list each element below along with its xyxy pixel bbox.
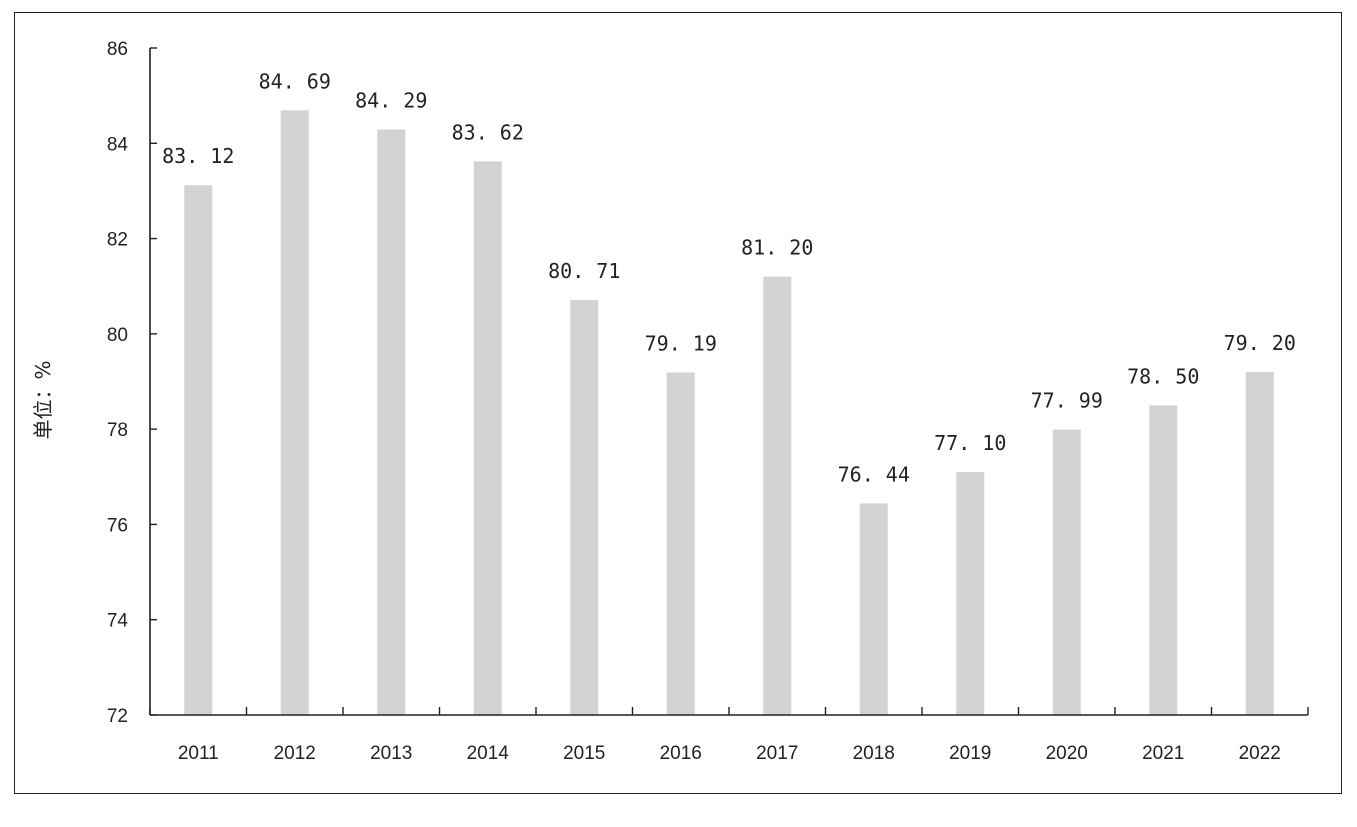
y-tick-label-76: 76	[107, 515, 128, 536]
x-tick-label-2013: 2013	[370, 743, 412, 764]
y-tick-label-86: 86	[107, 39, 128, 60]
y-axis: 72 74 76 78 80 82 84 86	[107, 39, 157, 727]
data-label-2014: 83. 62	[452, 120, 524, 144]
data-label-2022: 79. 20	[1224, 331, 1296, 355]
bar-2013	[377, 129, 406, 715]
y-axis-title: 单位：%	[31, 360, 55, 439]
x-tick-label-2015: 2015	[563, 743, 605, 764]
x-tick-label-2021: 2021	[1142, 743, 1184, 764]
x-tick-label-2019: 2019	[949, 743, 991, 764]
bar-2020	[1052, 429, 1081, 715]
x-tick-label-2018: 2018	[853, 743, 895, 764]
x-tick-label-2022: 2022	[1239, 743, 1281, 764]
x-tick-label-2017: 2017	[756, 743, 798, 764]
bar-2015	[570, 300, 599, 715]
y-tick-label-82: 82	[107, 230, 128, 251]
y-tick-label-80: 80	[107, 325, 128, 346]
x-tick-label-2016: 2016	[660, 743, 702, 764]
data-label-2012: 84. 69	[259, 69, 331, 93]
x-tick-label-2014: 2014	[467, 743, 510, 764]
bar-2021	[1149, 405, 1178, 715]
bar-2012	[280, 110, 309, 716]
data-labels-layer: 83. 12 84. 69 84. 29 83. 62 80. 71 79. 19 81. …	[162, 69, 1296, 486]
bar-2017	[763, 276, 792, 715]
data-label-2017: 81. 20	[741, 236, 813, 260]
data-label-2011: 83. 12	[162, 144, 234, 168]
data-label-2019: 77. 10	[934, 431, 1006, 455]
x-tick-label-2011: 2011	[178, 743, 219, 764]
data-label-2015: 80. 71	[548, 259, 620, 283]
x-tick-label-2012: 2012	[274, 743, 316, 764]
data-label-2020: 77. 99	[1031, 389, 1103, 413]
bar-2014	[473, 161, 502, 715]
data-label-2013: 84. 29	[355, 88, 427, 112]
bar-2019	[956, 472, 985, 715]
y-tick-label-84: 84	[107, 134, 129, 155]
y-tick-label-72: 72	[107, 706, 128, 727]
data-label-2021: 78. 50	[1127, 364, 1199, 388]
bar-2016	[666, 372, 695, 715]
data-label-2016: 79. 19	[645, 331, 717, 355]
bars-layer	[184, 110, 1274, 716]
y-tick-label-78: 78	[107, 420, 128, 441]
y-tick-label-74: 74	[107, 611, 129, 632]
x-tick-label-2020: 2020	[1046, 743, 1088, 764]
x-axis: 2011 2012 2013 2014 2015 2016 2017 2018 2019 2020…	[149, 707, 1309, 764]
bar-2011	[184, 185, 213, 715]
bar-2022	[1245, 371, 1274, 715]
data-label-2018: 76. 44	[838, 462, 910, 486]
bar-2018	[859, 503, 888, 715]
